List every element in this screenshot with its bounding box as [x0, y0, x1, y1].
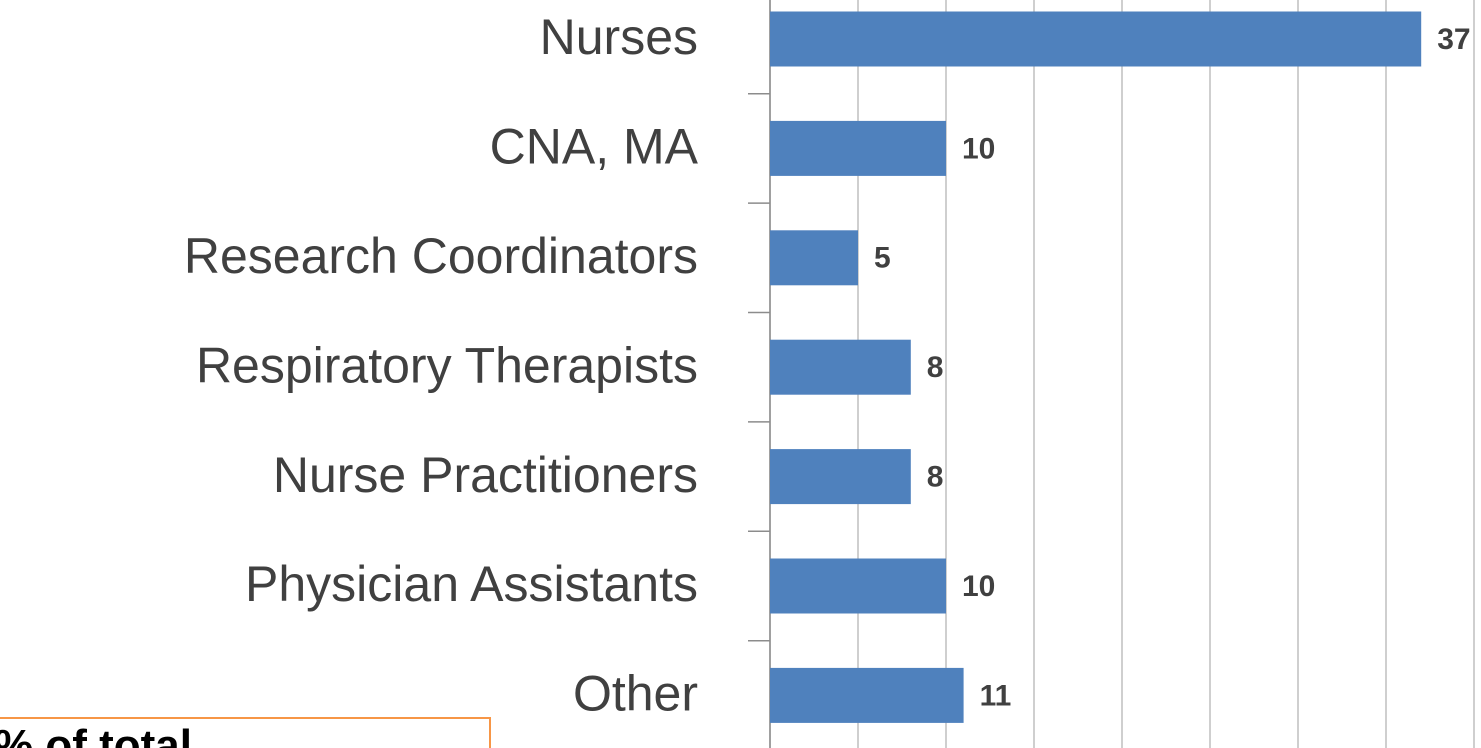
data-label: 8 — [927, 351, 944, 384]
data-label: 5 — [874, 242, 891, 275]
category-label: Respiratory Therapists — [196, 337, 698, 393]
bar — [770, 667, 964, 723]
bar — [770, 449, 911, 505]
data-label: 37 — [1437, 23, 1470, 56]
bar — [770, 558, 946, 614]
category-label: Other — [573, 666, 698, 722]
bar — [770, 339, 911, 395]
category-label: CNA, MA — [490, 119, 699, 175]
category-label: Research Coordinators — [184, 228, 698, 284]
annotation-box — [0, 717, 491, 748]
bar — [770, 230, 858, 286]
data-label: 11 — [980, 679, 1012, 712]
category-label: Physician Assistants — [245, 556, 698, 612]
data-label: 8 — [927, 461, 944, 494]
data-label: 10 — [962, 132, 995, 165]
data-label: 10 — [962, 570, 995, 603]
bar — [770, 120, 946, 176]
bar — [770, 11, 1422, 67]
category-label: Nurses — [540, 9, 698, 65]
category-label: Nurse Practitioners — [273, 447, 698, 503]
annotation: % of total — [0, 721, 192, 748]
